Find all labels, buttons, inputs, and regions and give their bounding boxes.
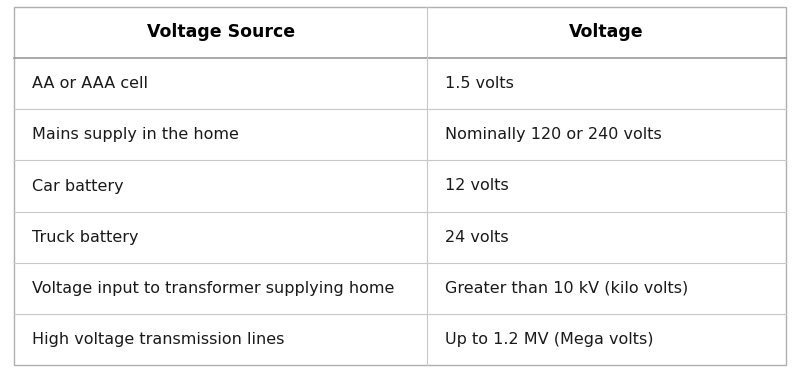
Text: Up to 1.2 MV (Mega volts): Up to 1.2 MV (Mega volts) (445, 332, 653, 347)
Text: Voltage input to transformer supplying home: Voltage input to transformer supplying h… (32, 281, 394, 296)
Text: Truck battery: Truck battery (32, 230, 138, 245)
Text: Car battery: Car battery (32, 179, 124, 193)
Text: Voltage Source: Voltage Source (146, 23, 294, 41)
Text: 12 volts: 12 volts (445, 179, 508, 193)
Text: AA or AAA cell: AA or AAA cell (32, 76, 148, 91)
Text: Greater than 10 kV (kilo volts): Greater than 10 kV (kilo volts) (445, 281, 688, 296)
Text: Mains supply in the home: Mains supply in the home (32, 127, 239, 142)
Text: Nominally 120 or 240 volts: Nominally 120 or 240 volts (445, 127, 662, 142)
Text: 24 volts: 24 volts (445, 230, 508, 245)
Text: High voltage transmission lines: High voltage transmission lines (32, 332, 284, 347)
Text: Voltage: Voltage (569, 23, 644, 41)
Text: 1.5 volts: 1.5 volts (445, 76, 514, 91)
